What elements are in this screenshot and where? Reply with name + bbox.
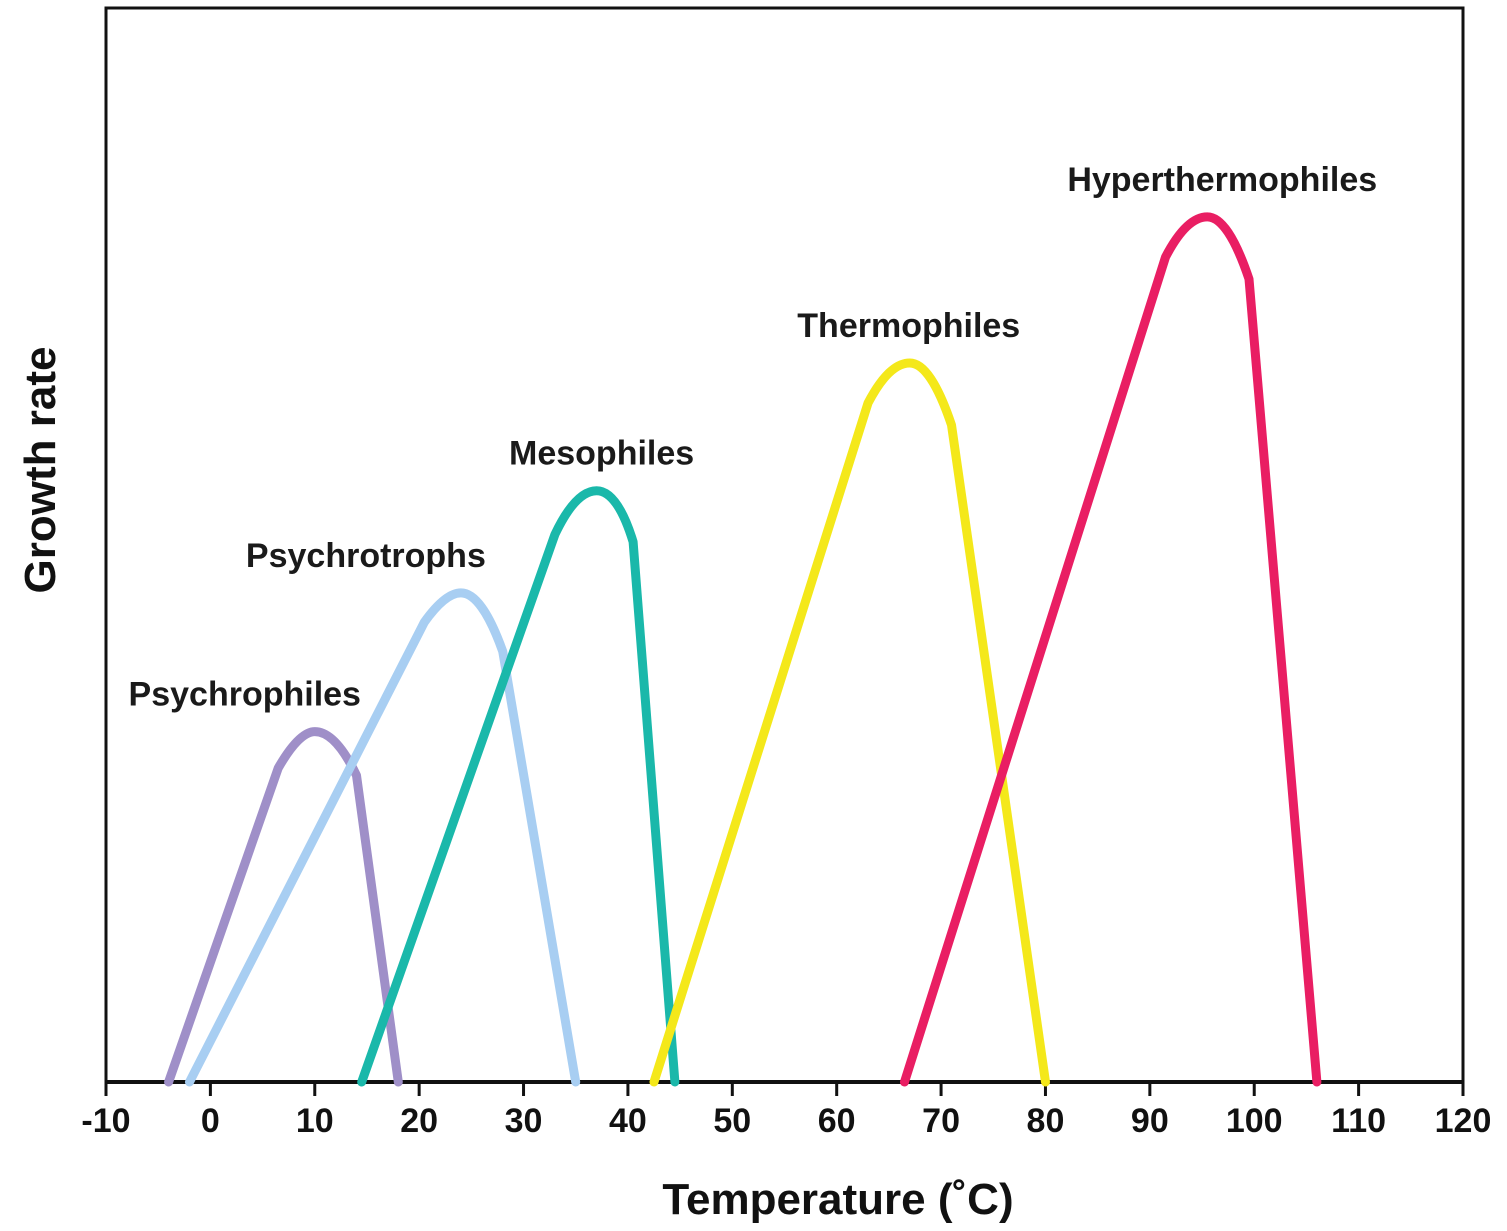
x-tick-label: 40: [609, 1102, 647, 1140]
x-tick-label: 10: [296, 1102, 334, 1140]
x-tick-label: 20: [400, 1102, 438, 1140]
series-label-hyperthermophiles: Hyperthermophiles: [1067, 161, 1377, 199]
series-label-psychrophiles: Psychrophiles: [129, 676, 361, 714]
x-axis-title: Temperature (˚C): [662, 1175, 1013, 1224]
series-line-thermophiles: [649, 358, 1050, 1087]
x-tick-label: -10: [81, 1102, 130, 1140]
series-label-psychrotrophs: Psychrotrophs: [246, 537, 486, 575]
series-label-mesophiles: Mesophiles: [509, 435, 694, 473]
x-tick-label: 30: [505, 1102, 543, 1140]
series-line-psychrophiles: [164, 727, 403, 1087]
x-tick-label: 70: [922, 1102, 960, 1140]
x-tick-label: 80: [1027, 1102, 1065, 1140]
x-tick-label: 50: [713, 1102, 751, 1140]
series-line-mesophiles: [357, 486, 680, 1087]
x-tick-label: 60: [818, 1102, 856, 1140]
series-label-thermophiles: Thermophiles: [797, 307, 1020, 345]
x-tick-label: 120: [1435, 1102, 1492, 1140]
x-axis-ticks: -10 0 10 20 30 40 50 60 70 80 90 100 110 120: [81, 1082, 1491, 1140]
growth-curves: [164, 212, 1322, 1087]
x-tick-label: 110: [1331, 1102, 1386, 1140]
x-tick-label: 100: [1226, 1102, 1283, 1140]
series-line-hyperthermophiles: [900, 212, 1322, 1087]
y-axis-title: Growth rate: [16, 347, 65, 594]
x-tick-label: 90: [1131, 1102, 1169, 1140]
series-labels: Psychrophiles Psychrotrophs Mesophiles Ther…: [129, 161, 1378, 714]
series-line-psychrotrophs: [185, 588, 581, 1087]
x-tick-label: 0: [201, 1102, 220, 1140]
